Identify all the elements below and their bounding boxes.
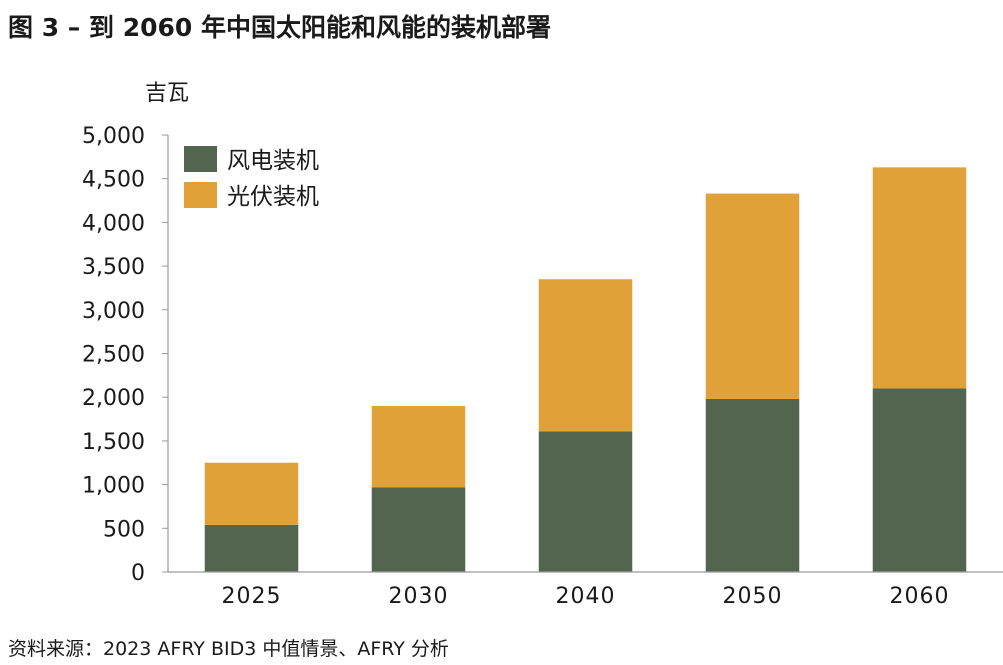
bar-wind-2050 <box>705 398 800 572</box>
y-tick-label: 3,500 <box>82 255 145 280</box>
y-tick-label: 0 <box>131 561 145 586</box>
y-tick-label: 1,000 <box>82 474 145 499</box>
bar-wind-2060 <box>872 388 967 572</box>
y-tick-label: 4,000 <box>82 211 145 236</box>
x-axis-categories: 2025 2030 2040 2050 2060 <box>222 584 950 609</box>
bar-wind-2040 <box>538 431 633 572</box>
bar-solar-2030 <box>371 405 466 488</box>
y-tick-label: 1,500 <box>82 430 145 455</box>
y-tick-label: 5,000 <box>82 124 145 149</box>
axes <box>167 135 1003 573</box>
bars-group <box>204 167 967 572</box>
source-note: 资料来源：2023 AFRY BID3 中值情景、AFRY 分析 <box>8 638 449 660</box>
x-tick-label: 2030 <box>389 584 449 609</box>
bar-solar-2025 <box>204 462 299 525</box>
bar-solar-2060 <box>872 167 967 389</box>
x-tick-label: 2040 <box>556 584 616 609</box>
legend-label: 风电装机 <box>227 148 319 174</box>
y-tick-label: 3,000 <box>82 299 145 324</box>
x-tick-label: 2050 <box>723 584 783 609</box>
x-tick-label: 2060 <box>890 584 950 609</box>
chart-title: 图 3 – 到 2060 年中国太阳能和风能的装机部署 <box>8 13 551 42</box>
legend-swatch <box>184 146 217 172</box>
y-axis-ticks: 0 500 1,000 1,500 2,000 2,500 3,000 3,500 4,000 4… <box>82 124 168 586</box>
bar-solar-2050 <box>705 193 800 399</box>
y-tick-label: 2,000 <box>82 386 145 411</box>
bar-solar-2040 <box>538 279 633 432</box>
y-tick-label: 2,500 <box>82 343 145 368</box>
y-tick-label: 500 <box>103 517 145 542</box>
bar-wind-2030 <box>371 487 466 572</box>
y-axis-unit-label: 吉瓦 <box>145 81 189 106</box>
x-tick-label: 2025 <box>222 584 282 609</box>
legend-label: 光伏装机 <box>227 184 319 210</box>
y-tick-label: 4,500 <box>82 168 145 193</box>
legend-swatch <box>184 182 217 208</box>
bar-wind-2025 <box>204 524 299 572</box>
